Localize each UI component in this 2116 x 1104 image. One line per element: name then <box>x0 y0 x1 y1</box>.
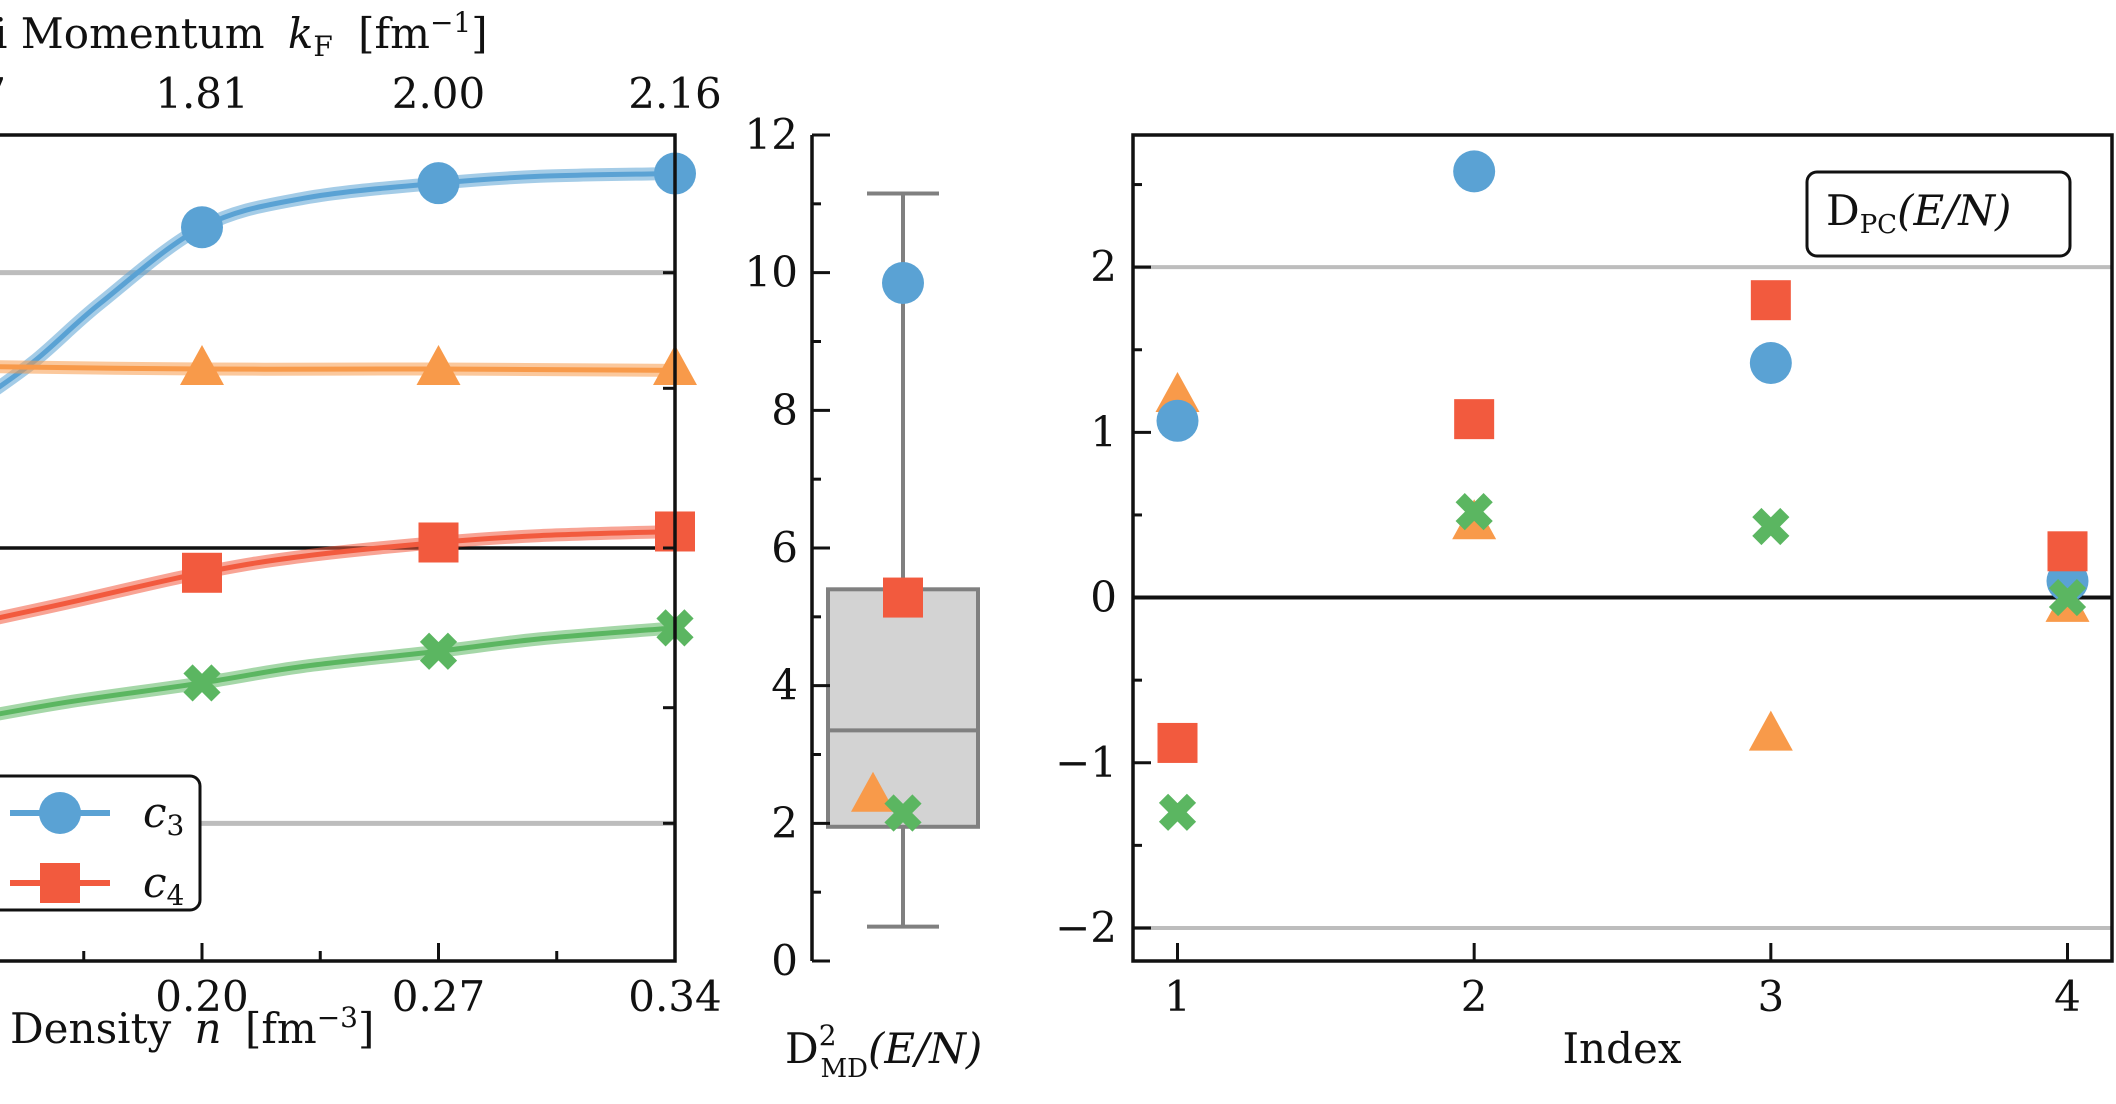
md-y-tick-label: 10 <box>745 248 798 297</box>
pc-point-c1 <box>1158 793 1197 831</box>
pc-annotation-label: DPC(E/N) <box>1826 186 2011 240</box>
index-axis-title: Index <box>1562 1024 1681 1073</box>
md-y-tick-label: 2 <box>771 798 798 847</box>
pc-x-tick-label: 2 <box>1461 972 1488 1021</box>
panel-pc-distance-frame <box>1131 133 2114 963</box>
curve-c2 <box>0 364 676 373</box>
md-point-c2 <box>851 771 895 812</box>
pc-y-tick-label: −1 <box>1055 738 1117 787</box>
x-tick-label-partial: 3 <box>0 972 2 1021</box>
pc-y-tick-label: 1 <box>1090 407 1117 456</box>
pc-point-c1 <box>2048 578 2087 617</box>
point-c2 <box>180 345 224 386</box>
point-c1 <box>419 632 458 670</box>
legend-marker <box>39 792 81 834</box>
x-tick-label: 0.20 <box>155 972 249 1021</box>
pc-point-c4 <box>1157 722 1198 763</box>
md-point-c4 <box>883 577 923 618</box>
point-c3 <box>417 162 460 205</box>
pc-point-c4 <box>1750 280 1791 321</box>
pc-point-c3 <box>1453 150 1496 193</box>
point-c2 <box>416 345 461 386</box>
pc-point-c1 <box>1752 507 1790 546</box>
pc-annotation-box: DPC(E/N) <box>1805 170 2072 258</box>
md-y-tick-label: 0 <box>771 936 798 985</box>
legend-item-c4: c4 <box>10 858 184 912</box>
top-tick-label: 1.81 <box>155 69 249 118</box>
top-tick-label: 2.00 <box>392 69 486 118</box>
x-axis-title: Density n [fm−3] <box>10 1001 374 1053</box>
panel-md-distance: 0 2 4 6 8 10 12 D2 MD(E/N) <box>745 110 983 1084</box>
curve-band-c4 <box>0 524 676 625</box>
pc-point-c2 <box>1155 372 1200 413</box>
md-y-tick-label: 12 <box>745 110 798 159</box>
pc-point-c4 <box>1454 399 1495 440</box>
pc-point-c4 <box>2047 531 2088 572</box>
top-axis-title: i Momentum kF [fm−1] <box>0 6 488 66</box>
legend-marker <box>40 863 80 903</box>
md-y-tick-label: 8 <box>771 385 798 434</box>
iqr-box <box>826 587 980 829</box>
md-point-c3 <box>882 261 924 304</box>
pc-x-tick-label: 1 <box>1164 972 1191 1021</box>
point-c4 <box>182 552 222 593</box>
pc-point-c3 <box>1749 341 1792 384</box>
md-y-tick-label: 4 <box>771 661 798 710</box>
pc-x-tick-label: 4 <box>2054 972 2081 1021</box>
md-axis-title: D2 MD(E/N) <box>785 1019 982 1084</box>
x-tick-label: 0.34 <box>628 972 722 1021</box>
curve-c4 <box>0 528 676 621</box>
curve-band-c1 <box>0 621 676 721</box>
md-point-c1 <box>884 794 922 832</box>
panel-density: 0.20 0.27 0.34 3 1.81 2.00 2.16 7 i Momentum kF… <box>0 6 722 1053</box>
pc-y-tick-label: 0 <box>1090 573 1117 622</box>
top-tick-label: 2.16 <box>628 69 722 118</box>
md-y-tick-label: 6 <box>771 523 798 572</box>
pc-y-tick-label: −2 <box>1055 903 1117 952</box>
x-tick-label: 0.27 <box>392 972 486 1021</box>
top-tick-label-partial: 7 <box>0 69 6 118</box>
point-c3 <box>181 206 223 249</box>
legend-label: c3 <box>143 788 184 842</box>
pc-point-c3 <box>1156 399 1199 442</box>
pc-point-c2 <box>1748 710 1793 751</box>
pc-point-c1 <box>1455 493 1493 531</box>
panel-pc-distance: 2 1 0 −1 −2 1 2 3 4 DPC(E/N) Index <box>1055 133 2114 1073</box>
curve-c1 <box>0 625 676 717</box>
legend-item-c3: c3 <box>10 788 184 842</box>
pc-x-tick-label: 3 <box>1757 972 1784 1021</box>
pc-y-tick-label: 2 <box>1090 242 1117 291</box>
point-c4 <box>418 522 459 563</box>
curve-c3 <box>0 171 676 390</box>
point-c1 <box>183 664 221 702</box>
